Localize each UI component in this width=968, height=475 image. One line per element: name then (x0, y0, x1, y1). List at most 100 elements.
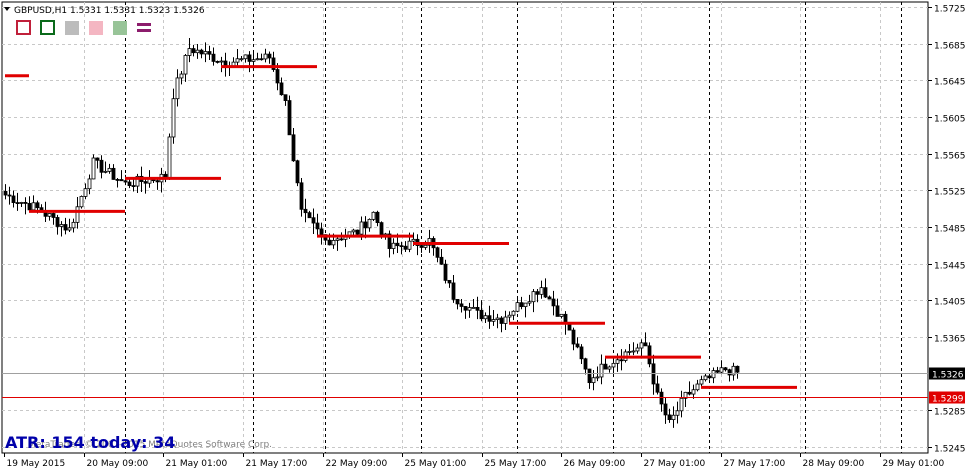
candle (179, 71, 184, 85)
candle-body (303, 208, 308, 214)
candle (403, 241, 408, 253)
candle (311, 208, 316, 234)
price-tick-label: 1.5725 (934, 5, 966, 15)
candle (735, 365, 740, 379)
candle-body (351, 229, 356, 233)
green-outline-square[interactable] (40, 20, 55, 35)
candle-body (107, 167, 112, 172)
candle-body (219, 60, 224, 63)
candle (103, 161, 108, 174)
candle-body (583, 358, 588, 370)
purple-equals-icon[interactable] (137, 23, 151, 32)
candle (291, 127, 296, 162)
candle-body (191, 48, 196, 54)
candle (727, 368, 732, 382)
candle-body (731, 365, 736, 376)
candle (419, 244, 424, 253)
candle (303, 198, 308, 223)
candle-body (167, 136, 172, 179)
candle-body (703, 375, 708, 381)
candle (279, 77, 284, 96)
candle-body (183, 55, 188, 75)
time-tick-label: 21 May 17:00 (246, 459, 308, 469)
candle-body (155, 180, 160, 183)
candle-body (291, 134, 296, 162)
candle-body (335, 238, 340, 241)
candle (83, 183, 88, 200)
candle (47, 213, 52, 221)
candle (571, 327, 576, 351)
candle-body (643, 342, 648, 347)
candle-body (27, 203, 32, 211)
candle (199, 48, 204, 59)
candle-body (663, 403, 668, 416)
candle-body (427, 238, 432, 246)
candle-body (695, 383, 700, 391)
candle (655, 375, 660, 395)
candle (351, 228, 356, 236)
candle-body (311, 217, 316, 224)
candle-body (419, 245, 424, 248)
current-price-badge (929, 367, 965, 380)
price-tick-label: 1.5605 (934, 115, 966, 125)
candle-body (559, 313, 564, 317)
candle-body (111, 167, 116, 180)
candle-body (211, 53, 216, 62)
candle-body (727, 369, 732, 376)
candle-body (63, 224, 68, 231)
candle (171, 88, 176, 144)
candle-body (31, 202, 36, 211)
candle (263, 48, 268, 63)
light-green-square[interactable] (113, 21, 127, 35)
pink-square[interactable] (89, 21, 103, 35)
candle (107, 163, 112, 174)
candle (715, 366, 720, 374)
candle-body (647, 345, 652, 365)
gray-square[interactable] (65, 21, 79, 35)
candle-body (327, 239, 332, 246)
candle (639, 339, 644, 359)
candle (575, 337, 580, 349)
time-tick-label: 26 May 09:00 (564, 459, 626, 469)
time-tick-label: 25 May 17:00 (485, 459, 547, 469)
candle-body (535, 291, 540, 295)
candle-body (379, 222, 384, 236)
candle (155, 179, 160, 190)
candle-body (507, 314, 512, 318)
candle (111, 164, 116, 180)
candle (79, 195, 84, 209)
time-tick-label: 28 May 09:00 (803, 459, 865, 469)
candle-body (471, 306, 476, 309)
candle-body (487, 315, 492, 322)
candle (499, 316, 504, 333)
marked-level-badge (929, 391, 965, 404)
candle (183, 54, 188, 82)
candle-body (367, 218, 372, 229)
candle-body (459, 303, 464, 307)
candle (175, 69, 180, 107)
candle-body (467, 307, 472, 311)
candle-body (267, 53, 272, 59)
daily-levels (5, 65, 797, 389)
candle (15, 192, 20, 211)
candle (459, 299, 464, 313)
candle-body (71, 221, 76, 229)
candle (3, 184, 8, 200)
candle (19, 201, 24, 207)
candle-body (575, 343, 580, 348)
candle (55, 214, 60, 235)
candle (587, 368, 592, 389)
red-outline-square[interactable] (16, 20, 31, 35)
collapse-triangle-icon[interactable] (4, 7, 10, 11)
candle (51, 211, 56, 225)
horizontal-grid (2, 7, 928, 448)
candles (3, 37, 740, 428)
candle (283, 94, 288, 106)
candle-body (279, 82, 284, 96)
candle (583, 357, 588, 375)
candle (211, 47, 216, 66)
candle (191, 44, 196, 57)
time-tick-label: 29 May 01:00 (883, 459, 945, 469)
